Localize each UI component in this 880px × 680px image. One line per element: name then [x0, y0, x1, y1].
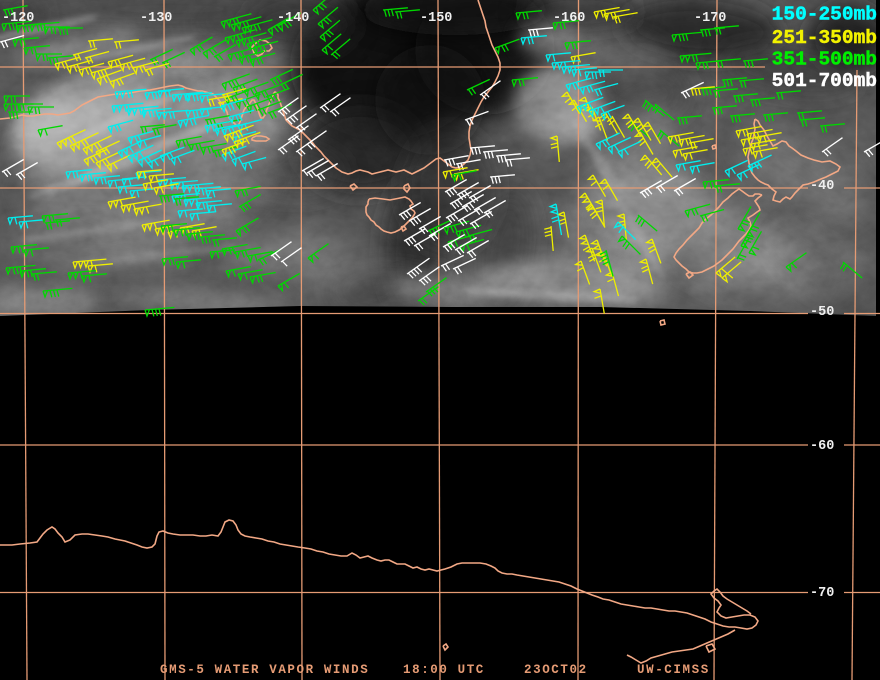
svg-text:-140: -140 — [277, 11, 309, 26]
svg-text:-150: -150 — [420, 11, 452, 26]
svg-text:251-350mb: 251-350mb — [772, 27, 877, 49]
svg-text:18:00 UTC: 18:00 UTC — [403, 663, 485, 677]
svg-text:501-700mb: 501-700mb — [772, 70, 877, 92]
svg-text:-160: -160 — [553, 11, 585, 26]
svg-text:-120: -120 — [2, 11, 34, 26]
svg-text:23OCT02: 23OCT02 — [524, 663, 588, 677]
svg-text:-130: -130 — [140, 11, 172, 26]
svg-text:-70: -70 — [810, 586, 834, 601]
svg-text:-60: -60 — [810, 439, 834, 454]
svg-text:351-500mb: 351-500mb — [772, 49, 877, 71]
svg-text:-50: -50 — [810, 305, 834, 320]
svg-text:GMS-5 WATER VAPOR WINDS: GMS-5 WATER VAPOR WINDS — [160, 663, 369, 677]
svg-text:-40: -40 — [810, 179, 834, 194]
svg-text:-170: -170 — [694, 11, 726, 26]
svg-text:UW-CIMSS: UW-CIMSS — [637, 663, 710, 677]
svg-text:150-250mb: 150-250mb — [772, 4, 877, 26]
